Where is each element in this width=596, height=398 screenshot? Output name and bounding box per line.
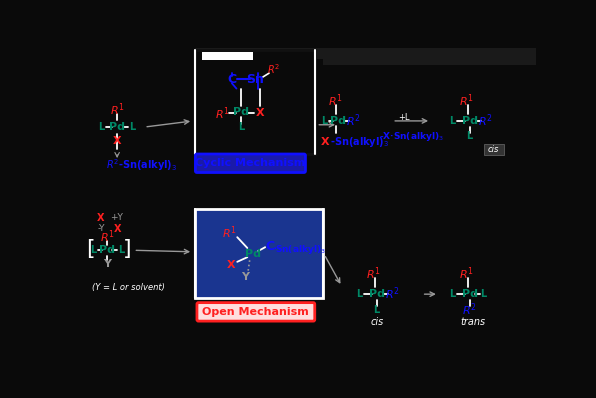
Text: Pd: Pd xyxy=(233,107,249,117)
Text: $R^1$: $R^1$ xyxy=(215,105,230,121)
Text: -Sn(alkyl)$_3$: -Sn(alkyl)$_3$ xyxy=(330,135,389,150)
Text: L: L xyxy=(449,116,456,126)
Text: Y: Y xyxy=(103,259,111,269)
Text: $R^2$: $R^2$ xyxy=(346,113,361,129)
Text: L: L xyxy=(449,289,456,299)
Text: Pd: Pd xyxy=(462,289,478,299)
Bar xyxy=(195,209,322,298)
Text: $R^2$: $R^2$ xyxy=(385,286,399,302)
Text: Pd: Pd xyxy=(330,116,346,126)
Text: X: X xyxy=(114,224,122,234)
Text: cis: cis xyxy=(488,145,499,154)
FancyBboxPatch shape xyxy=(197,302,315,321)
Bar xyxy=(195,50,315,154)
Text: X: X xyxy=(321,137,330,148)
Text: Pd: Pd xyxy=(245,249,261,259)
Text: X: X xyxy=(113,136,122,146)
Text: Sn(alkyl)$_3$: Sn(alkyl)$_3$ xyxy=(275,243,326,256)
Text: $R^1$: $R^1$ xyxy=(100,228,114,245)
Text: Pd: Pd xyxy=(462,116,478,126)
Bar xyxy=(484,144,504,155)
Text: ]: ] xyxy=(123,239,132,259)
Text: +Y: +Y xyxy=(110,213,123,222)
Text: -Y: -Y xyxy=(97,224,105,233)
Text: C: C xyxy=(265,240,274,253)
Text: $R^2$: $R^2$ xyxy=(478,113,492,129)
Text: $R^2$: $R^2$ xyxy=(462,301,477,318)
Text: L: L xyxy=(98,122,105,132)
Bar xyxy=(322,59,536,65)
Text: Sn: Sn xyxy=(246,73,264,86)
Text: [: [ xyxy=(86,239,94,259)
Text: L: L xyxy=(467,131,473,141)
Text: -X·Sn(alkyl)$_3$: -X·Sn(alkyl)$_3$ xyxy=(379,130,444,143)
Text: $R^1$: $R^1$ xyxy=(367,266,381,283)
Bar xyxy=(195,48,536,59)
Text: $R^1$: $R^1$ xyxy=(222,224,237,241)
Text: Open Mechanism: Open Mechanism xyxy=(203,307,309,317)
Text: C: C xyxy=(227,73,237,86)
Text: $R^2$: $R^2$ xyxy=(267,62,280,76)
Text: L: L xyxy=(238,122,244,132)
Text: X: X xyxy=(256,108,264,118)
Text: L: L xyxy=(90,245,96,255)
Text: L: L xyxy=(374,304,380,314)
Text: (Y = L or solvent): (Y = L or solvent) xyxy=(92,283,164,292)
Bar xyxy=(203,52,253,60)
Text: $R^2$-Sn(alkyl)$_3$: $R^2$-Sn(alkyl)$_3$ xyxy=(106,158,178,174)
Text: Cyclic Mechanism: Cyclic Mechanism xyxy=(195,158,306,168)
Text: L: L xyxy=(356,289,363,299)
Text: $R^1$: $R^1$ xyxy=(460,266,474,283)
Text: X: X xyxy=(226,260,235,270)
Text: Pd: Pd xyxy=(99,245,115,255)
Text: $R^1$: $R^1$ xyxy=(328,93,342,109)
Text: Pd: Pd xyxy=(109,122,125,132)
Text: X: X xyxy=(97,213,105,223)
Text: Y: Y xyxy=(241,272,249,282)
Text: cis: cis xyxy=(370,317,383,327)
Text: $R^1$: $R^1$ xyxy=(110,102,125,119)
Text: L: L xyxy=(118,245,124,255)
FancyBboxPatch shape xyxy=(195,154,305,172)
Text: $R^1$: $R^1$ xyxy=(460,93,474,109)
Text: trans: trans xyxy=(460,317,485,327)
Text: +L: +L xyxy=(398,113,409,121)
Text: L: L xyxy=(129,122,136,132)
Text: Pd: Pd xyxy=(369,289,385,299)
Text: L: L xyxy=(480,289,487,299)
Text: L: L xyxy=(321,116,327,126)
